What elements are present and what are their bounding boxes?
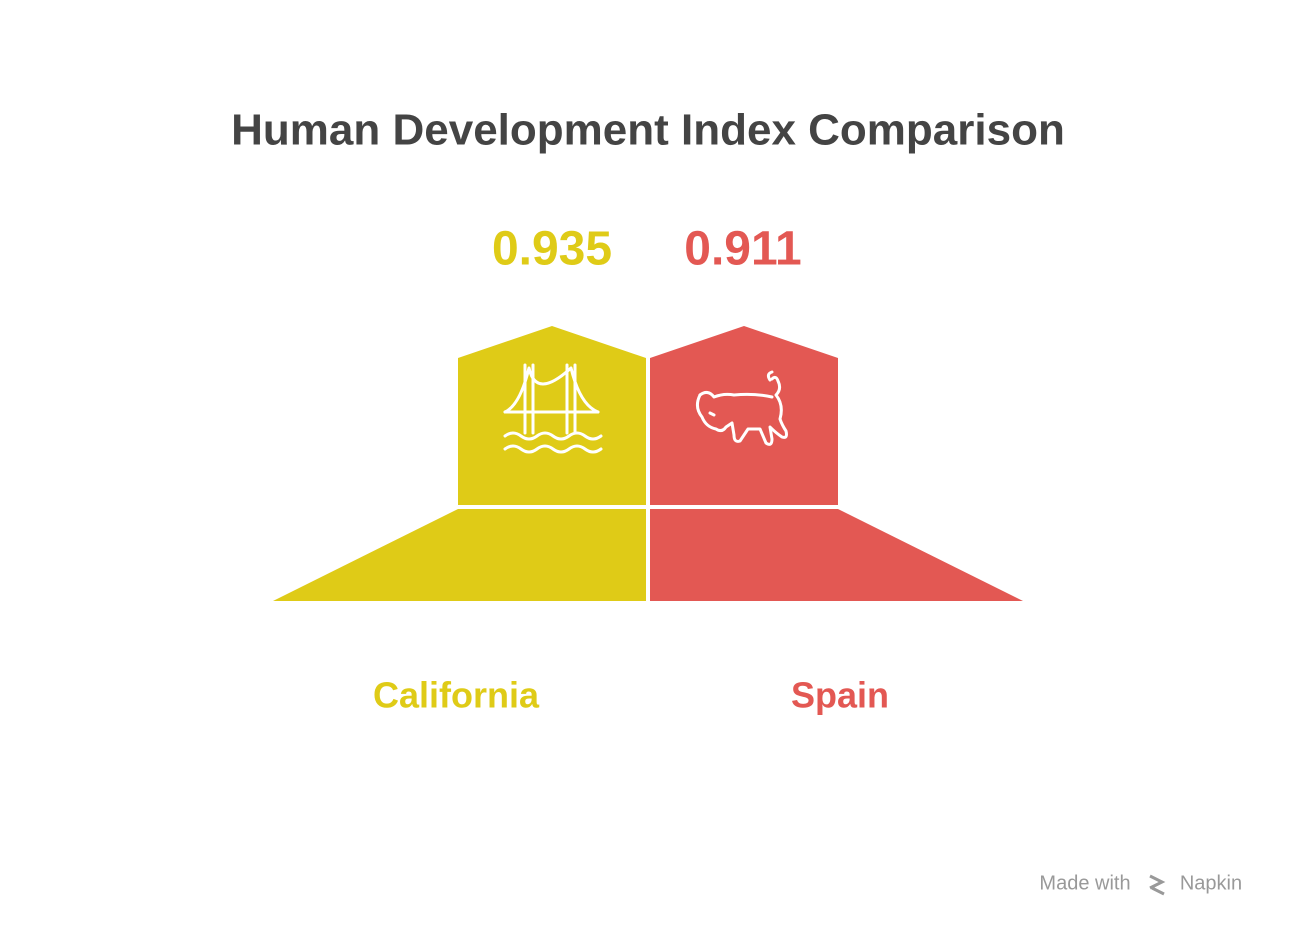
footer-text: Made with — [1039, 872, 1130, 894]
title: Human Development Index Comparison — [231, 106, 1065, 155]
value: 0.911 — [684, 223, 801, 276]
upper-shape — [650, 326, 838, 505]
label: Spain — [791, 675, 889, 716]
value: 0.935 — [492, 223, 612, 276]
lower-shape — [650, 509, 1023, 601]
upper-shape — [458, 326, 646, 505]
lower-shape — [273, 509, 646, 601]
bridge-icon — [503, 363, 603, 454]
bull-icon — [695, 370, 788, 446]
napkin-logo — [1149, 874, 1166, 896]
label: California — [373, 675, 540, 716]
footer-brand: Napkin — [1180, 872, 1242, 894]
